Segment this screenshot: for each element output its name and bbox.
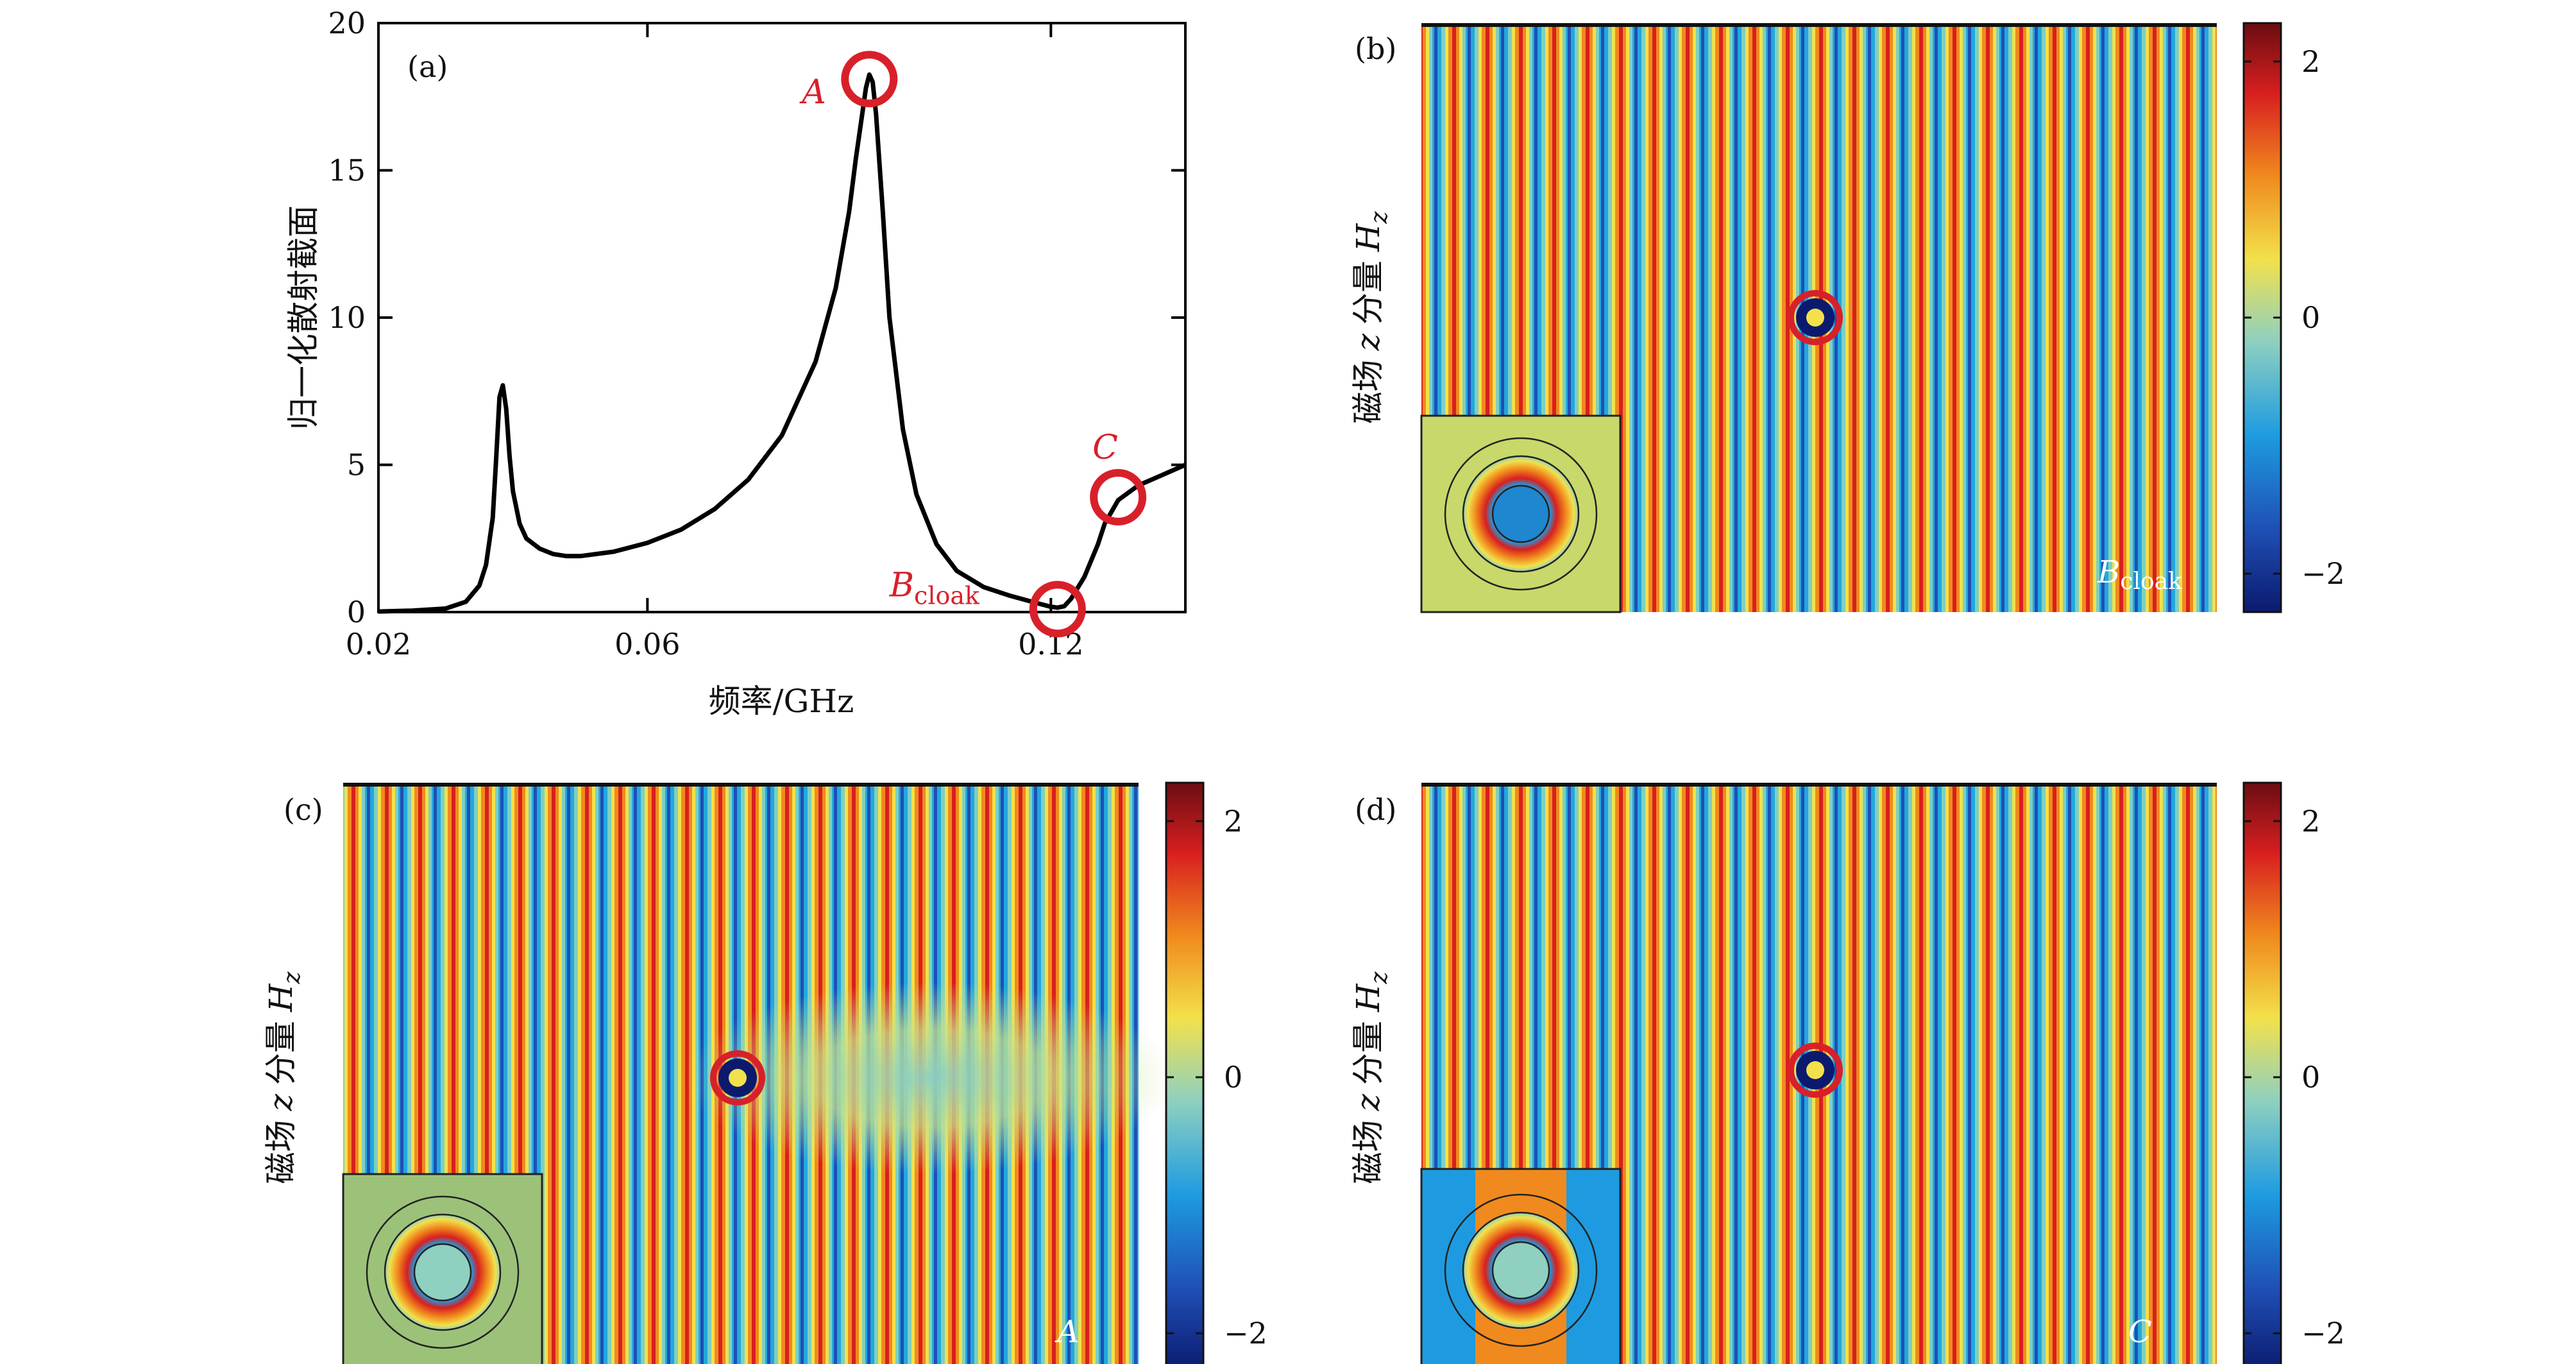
panel-c-field-map: (c) 磁场z分量Hz A 2 0 −2 — [262, 781, 1267, 1364]
panel-b-colorbar: 2 0 −2 — [2242, 22, 2345, 613]
marker-label-b-cloak: Bcloak — [889, 566, 980, 610]
y-tick-label: 0 — [347, 595, 366, 629]
panel-d-field-map: (d) 磁场z分量Hz C 2 0 −2 — [1350, 781, 2345, 1364]
x-tick-label: 0.06 — [614, 627, 680, 661]
panel-d-top-border — [1421, 783, 2217, 787]
colorbar-tick-label: −2 — [1224, 1316, 1267, 1351]
colorbar-tick-label: 0 — [2301, 300, 2320, 335]
panel-c-scattering-shadow — [686, 982, 1174, 1174]
panel-d-label: (d) — [1355, 792, 1396, 827]
panel-b-top-border — [1421, 23, 2217, 27]
colorbar-tick-label: 0 — [2301, 1060, 2320, 1095]
y-axis-label: 归一化散射截面 — [285, 205, 322, 430]
svg-text:磁场z分量Hz: 磁场z分量Hz — [262, 971, 305, 1184]
panel-c-colorbar: 2 0 −2 — [1165, 781, 1267, 1364]
colorbar-tick-label: −2 — [2301, 556, 2345, 591]
panel-c-top-border — [343, 783, 1139, 787]
panel-b-label: (b) — [1355, 31, 1396, 66]
panel-c-corner-label: A — [1055, 1314, 1080, 1350]
series-line-scattering-cross-section — [378, 72, 1187, 614]
panel-b-corner-label: Bcloak — [2097, 554, 2183, 595]
colorbar-tick-label: 2 — [2301, 804, 2320, 839]
marker-label-c: C — [1092, 429, 1118, 467]
panel-c-inset — [342, 1173, 543, 1364]
y-tick-label: 5 — [347, 448, 366, 482]
x-tick-label: 0.02 — [346, 627, 411, 661]
colorbar-tick-label: 0 — [1224, 1060, 1242, 1095]
panel-b-cloak-marker — [1788, 290, 1843, 345]
colorbar-tick-label: 2 — [2301, 44, 2320, 79]
y-tick-label: 10 — [328, 300, 366, 335]
marker-point-b-cloak — [1029, 581, 1086, 638]
panel-c-y-axis-label: 磁场z分量Hz — [262, 971, 305, 1184]
panel-d-inset — [1420, 1168, 1622, 1364]
svg-text:磁场z分量Hz: 磁场z分量Hz — [1350, 971, 1393, 1184]
panel-b-inset — [1420, 414, 1622, 613]
y-tick-label: 15 — [328, 153, 366, 188]
panel-b-y-axis-label: 磁场z分量Hz — [1350, 211, 1393, 424]
panel-d-marker — [1788, 1043, 1843, 1098]
panel-a-markers: A C Bcloak — [799, 51, 1147, 638]
panel-d-colorbar: 2 0 −2 — [2242, 781, 2345, 1364]
marker-label-a: A — [799, 73, 826, 112]
x-axis-label: 频率/GHz — [709, 683, 854, 720]
panel-c-label: (c) — [284, 792, 323, 827]
panel-a-plot-frame — [377, 22, 1187, 613]
panel-d-y-axis-label: 磁场z分量Hz — [1350, 971, 1393, 1184]
marker-point-a — [841, 51, 898, 108]
svg-text:磁场z分量Hz: 磁场z分量Hz — [1350, 211, 1393, 424]
colorbar-tick-label: −2 — [2301, 1316, 2345, 1351]
panel-a-label: (a) — [407, 49, 448, 84]
panel-d-corner-label: C — [2128, 1314, 2152, 1350]
y-tick-label: 20 — [328, 6, 366, 40]
marker-point-c — [1090, 468, 1147, 525]
panel-b-field-map: (b) 磁场z分量Hz Bcloak 2 0 −2 — [1350, 22, 2345, 613]
panel-c-marker — [710, 1050, 765, 1105]
panel-a-ticks — [377, 22, 1185, 613]
colorbar-tick-label: 2 — [1224, 804, 1242, 839]
